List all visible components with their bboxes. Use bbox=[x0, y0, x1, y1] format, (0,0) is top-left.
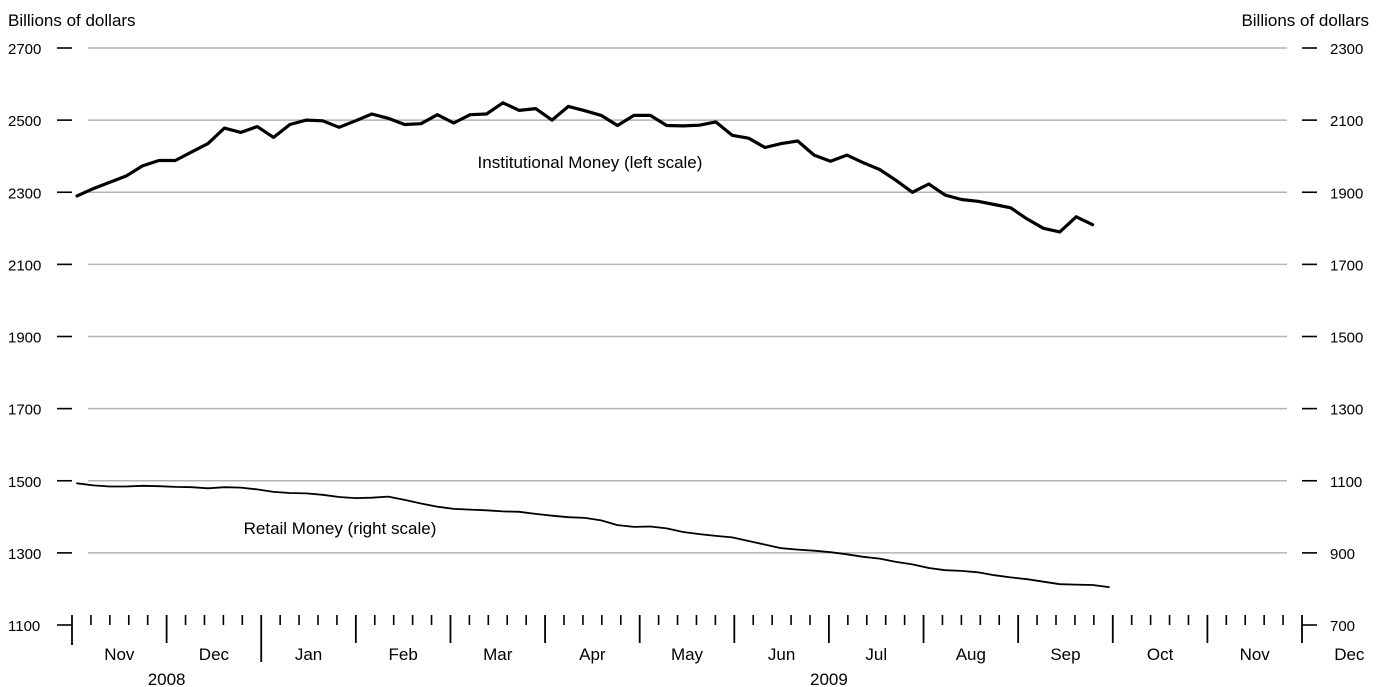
x-month-label: Aug bbox=[956, 645, 986, 664]
left-y-tick-label: 2700 bbox=[8, 41, 41, 58]
right-y-tick-label: 1100 bbox=[1330, 474, 1362, 491]
right-axis-label: Billions of dollars bbox=[1241, 11, 1369, 30]
right-y-tick-label: 1900 bbox=[1330, 185, 1363, 202]
left-y-tick-label: 1700 bbox=[8, 402, 41, 419]
right-y-tick-label: 1700 bbox=[1330, 257, 1363, 274]
x-month-label: Apr bbox=[579, 645, 606, 664]
retail-series-label: Retail Money (right scale) bbox=[244, 519, 437, 538]
institutional-money-line bbox=[75, 101, 1095, 234]
grid bbox=[88, 47, 1287, 554]
left-y-tick-label: 1100 bbox=[8, 618, 40, 635]
left-y-tick-label: 2300 bbox=[8, 185, 41, 202]
retail-money-line bbox=[76, 482, 1110, 588]
x-year-label: 2008 bbox=[148, 670, 186, 687]
x-month-label: Jul bbox=[865, 645, 887, 664]
right-y-tick-label: 700 bbox=[1330, 618, 1355, 635]
x-month-label: May bbox=[671, 645, 704, 664]
left-y-tick-label: 1500 bbox=[8, 474, 41, 491]
left-y-tick-label: 1300 bbox=[8, 546, 41, 563]
x-month-label: Dec bbox=[199, 645, 230, 664]
axis-labels: Billions of dollars Billions of dollars … bbox=[8, 11, 1369, 687]
x-month-label: Jan bbox=[295, 645, 322, 664]
right-y-tick-label: 2300 bbox=[1330, 41, 1363, 58]
left-axis-label: Billions of dollars bbox=[8, 11, 136, 30]
left-y-tick-label: 1900 bbox=[8, 330, 41, 347]
right-y-tick-label: 1300 bbox=[1330, 402, 1363, 419]
right-y-tick-label: 900 bbox=[1330, 546, 1355, 563]
left-y-tick-label: 2100 bbox=[8, 257, 41, 274]
right-y-tick-label: 1500 bbox=[1330, 330, 1363, 347]
x-year-label: 2009 bbox=[810, 670, 848, 687]
x-month-label: Mar bbox=[483, 645, 513, 664]
series-lines bbox=[75, 101, 1110, 588]
left-y-tick-label: 2500 bbox=[8, 113, 41, 130]
axis-ticks bbox=[57, 47, 1317, 662]
institutional-series-label: Institutional Money (left scale) bbox=[478, 153, 703, 172]
x-month-label: Dec bbox=[1334, 645, 1365, 664]
x-month-label: Nov bbox=[1240, 645, 1271, 664]
x-month-label: Sep bbox=[1050, 645, 1080, 664]
x-month-label: Nov bbox=[104, 645, 135, 664]
x-month-label: Jun bbox=[768, 645, 795, 664]
right-y-tick-label: 2100 bbox=[1330, 113, 1363, 130]
x-month-label: Feb bbox=[389, 645, 418, 664]
x-month-label: Oct bbox=[1147, 645, 1174, 664]
